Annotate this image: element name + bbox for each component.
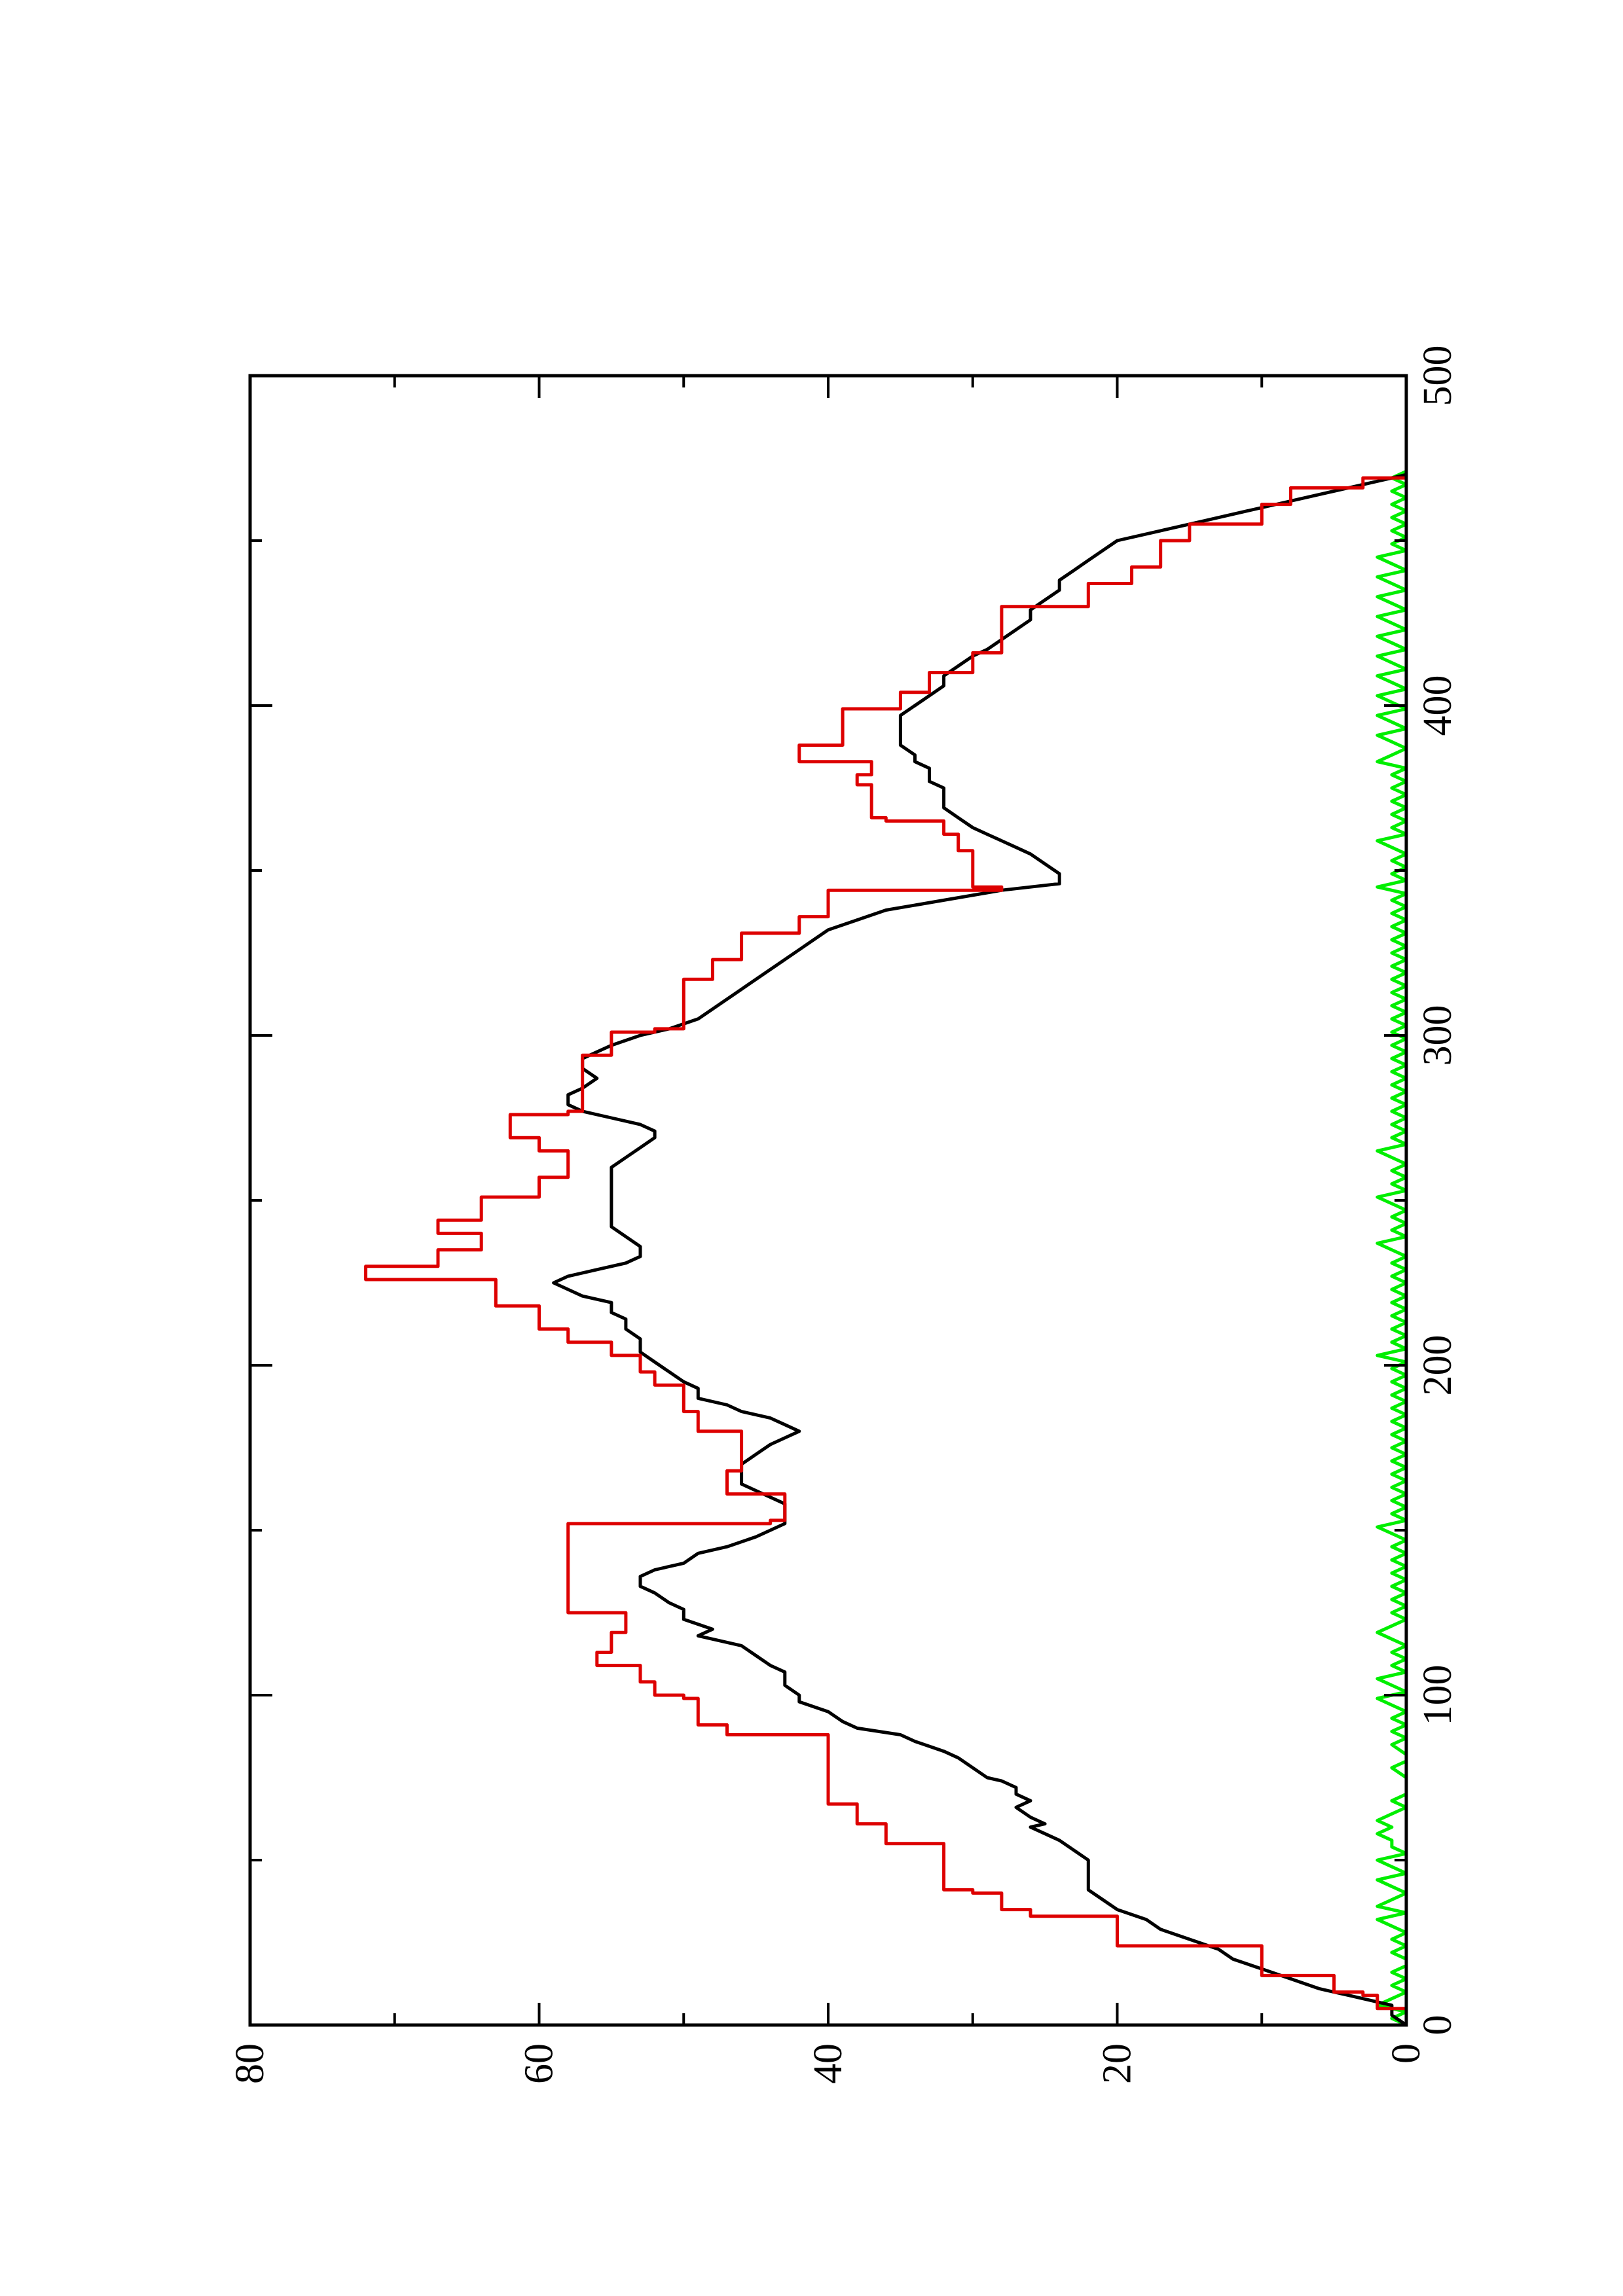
y-tick-label: 60: [517, 2043, 562, 2084]
x-tick-label: 300: [1415, 1005, 1460, 1066]
x-tick-label: 500: [1415, 346, 1460, 406]
series-line-1: [552, 473, 1408, 2027]
y-tick-label: 20: [1095, 2043, 1140, 2084]
axis-tick-labels: 0 100 200 300 400 500 0 20 40 60 80: [228, 346, 1460, 2085]
axis-ticks: [249, 374, 1408, 2026]
y-tick-label: 40: [806, 2043, 850, 2084]
y-tick-label: 0: [1384, 2043, 1429, 2064]
x-tick-label: 200: [1415, 1335, 1460, 1396]
x-tick-label: 100: [1415, 1665, 1460, 1726]
x-tick-label: 0: [1415, 2015, 1460, 2036]
x-tick-label: 400: [1415, 675, 1460, 736]
y-tick-label: 80: [228, 2043, 272, 2084]
series-line-0: [364, 476, 1408, 2025]
